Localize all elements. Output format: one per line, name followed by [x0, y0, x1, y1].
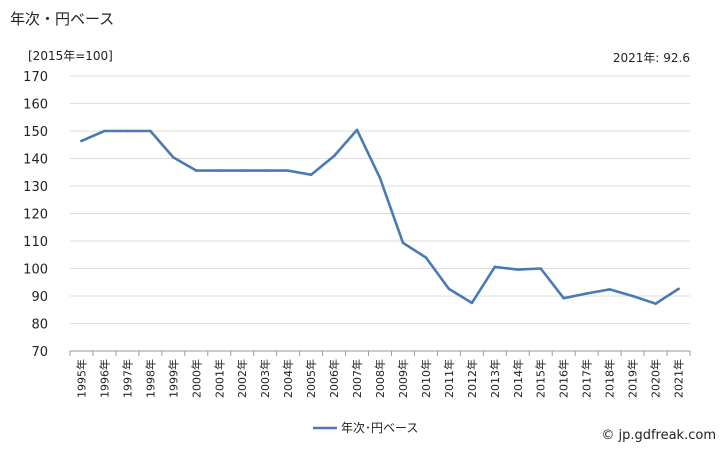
x-tick-label: 2013年 — [488, 359, 502, 398]
y-tick-label: 100 — [23, 263, 48, 278]
x-axis: 1995年 1996年 1997年 1998年 1999年 2000年 2001年 2002年… — [69, 351, 691, 398]
data-point — [493, 265, 497, 269]
latest-value-label: 2021年: 92.6 — [612, 51, 690, 65]
x-tick-label: 2005年 — [304, 359, 318, 398]
x-tick-label: 2010年 — [419, 359, 433, 398]
chart-title: 年次・円ベース — [10, 10, 115, 28]
x-tick-label: 2004年 — [281, 359, 295, 398]
y-tick-label: 140 — [23, 153, 48, 168]
y-tick-label: 150 — [23, 125, 48, 140]
data-point — [149, 129, 152, 133]
x-tick-label: 2009年 — [396, 359, 410, 398]
data-point — [470, 301, 474, 305]
series-line — [80, 128, 680, 306]
data-point — [516, 268, 520, 271]
y-tick-label: 80 — [31, 318, 48, 333]
x-tick-label: 2008年 — [373, 359, 387, 398]
legend: 年次･円ベース — [313, 421, 418, 435]
gridlines — [70, 75, 690, 352]
data-point — [355, 128, 359, 132]
unit-label: [2015年=100] — [28, 49, 113, 63]
data-point — [286, 169, 290, 172]
x-tick-label: 2021年 — [672, 359, 686, 398]
x-tick-label: 1997年 — [120, 359, 134, 398]
data-point — [424, 256, 428, 259]
x-tick-label: 2020年 — [649, 359, 663, 398]
x-tick-label: 1995年 — [74, 359, 88, 398]
source-credit: © jp.gdfreak.com — [601, 428, 716, 443]
data-point — [654, 302, 657, 306]
data-point — [539, 267, 543, 270]
y-tick-label: 120 — [23, 208, 48, 223]
x-tick-label: 2003年 — [258, 359, 272, 398]
x-tick-label: 2007年 — [350, 359, 364, 398]
x-tick-label: 2018年 — [603, 359, 617, 398]
y-axis: 70 80 90 100 110 120 130 140 150 160 170 — [23, 70, 48, 360]
y-tick-label: 130 — [23, 180, 48, 195]
x-tick-label: 2017年 — [580, 359, 594, 398]
data-point — [172, 156, 175, 159]
data-point — [80, 139, 83, 143]
data-point — [126, 129, 129, 133]
x-tick-label: 2000年 — [189, 359, 203, 398]
x-tick-label: 2012年 — [465, 359, 479, 398]
series-layer — [80, 128, 680, 306]
x-tick-label: 2016年 — [557, 359, 571, 398]
x-tick-label: 2006年 — [327, 359, 341, 398]
data-point — [447, 287, 451, 291]
y-tick-label: 70 — [31, 345, 48, 360]
data-point — [608, 288, 611, 291]
legend-label: 年次･円ベース — [341, 421, 418, 435]
data-point — [263, 169, 267, 172]
data-point — [217, 169, 221, 172]
data-point — [378, 176, 382, 180]
data-point — [332, 154, 336, 158]
x-tick-label: 1999年 — [166, 359, 180, 398]
data-point — [309, 173, 313, 177]
x-tick-label: 2019年 — [626, 359, 640, 398]
data-point — [677, 287, 680, 291]
x-tick-label: 2002年 — [235, 359, 249, 398]
data-point — [240, 169, 244, 172]
data-point — [562, 296, 566, 300]
y-tick-label: 90 — [31, 290, 48, 305]
data-point — [631, 294, 634, 298]
x-tick-label: 1996年 — [97, 359, 111, 398]
x-tick-label: 2011年 — [442, 359, 456, 398]
data-point — [401, 241, 405, 245]
y-tick-label: 110 — [23, 235, 48, 250]
data-point — [585, 292, 588, 295]
x-tick-label: 2001年 — [212, 359, 226, 398]
x-tick-label: 2014年 — [511, 359, 525, 398]
y-tick-label: 160 — [23, 98, 48, 113]
x-tick-label: 1998年 — [143, 359, 157, 398]
data-point — [194, 169, 198, 172]
data-point — [103, 129, 106, 133]
x-tick-label: 2015年 — [534, 359, 548, 398]
y-tick-label: 170 — [23, 70, 48, 85]
